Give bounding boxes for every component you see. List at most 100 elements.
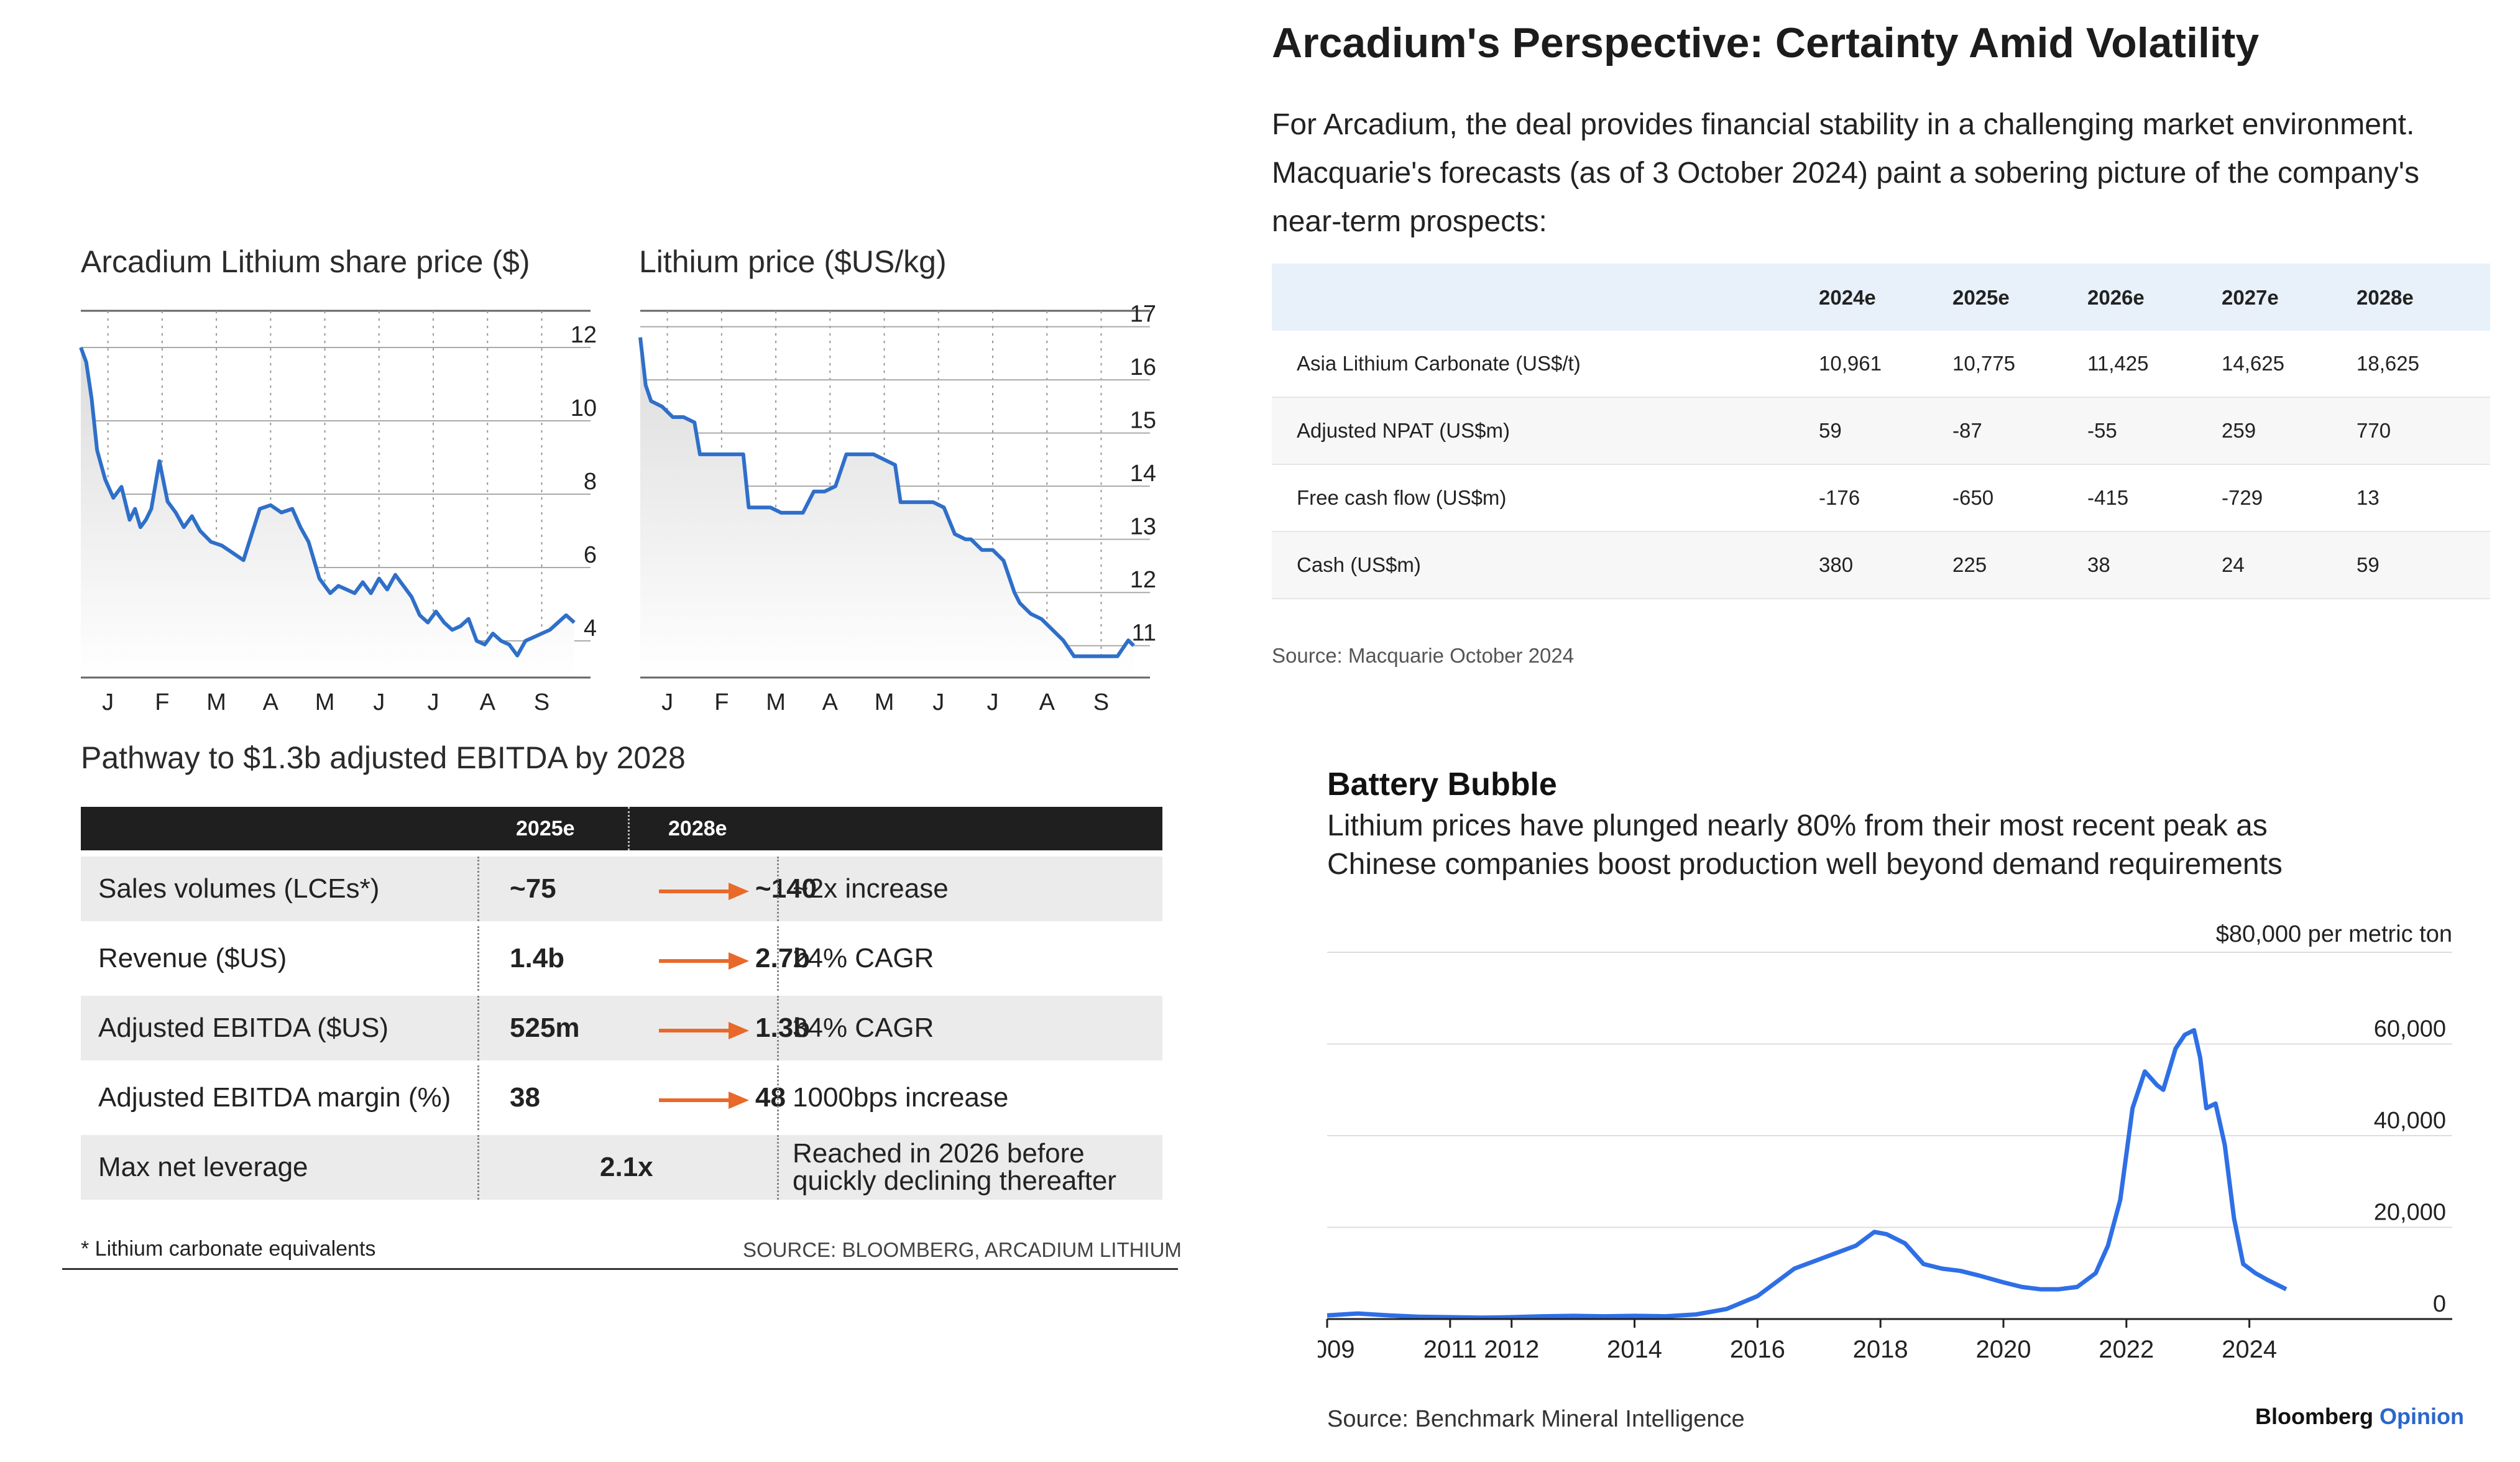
lithium-y-tick-label: 16: [1130, 354, 1156, 380]
share-x-tick-label: M: [315, 689, 335, 715]
pathway-bottom-rule: [62, 1268, 1178, 1270]
value-2028e: 1.3b: [755, 1013, 811, 1043]
battery-bubble-chart: $80,000 per metric ton 0 20,000 40,000 60,00…: [1318, 921, 2452, 1363]
pathway-row: Sales volumes (LCEs*) ~75 ~140 ~2x increase: [81, 857, 1162, 921]
lithium-price-series-line: [1327, 1028, 2288, 1320]
header-2028e: 2028e: [668, 816, 727, 840]
lithium-x-tick-label: J: [987, 689, 999, 715]
table-cell: 59: [1819, 419, 1842, 442]
table-cell: 18,625: [2357, 352, 2419, 375]
share-area: [81, 347, 574, 678]
orange-arrow-icon: [659, 1092, 749, 1109]
header-cell-2024e: 2024e: [1819, 286, 1876, 309]
article-paragraph: For Arcadium, the deal provides financia…: [1272, 101, 2503, 246]
row-label: Max net leverage: [98, 1152, 308, 1182]
leverage-note-line-2: quickly declining thereafter: [793, 1165, 1116, 1196]
share-x-tick-label: A: [263, 689, 279, 715]
row-label: Sales volumes (LCEs*): [98, 873, 380, 904]
row-label: Adjusted EBITDA margin (%): [98, 1082, 451, 1113]
table-cell: 770: [2357, 419, 2391, 442]
brand-name: Bloomberg: [2255, 1404, 2374, 1429]
lithium-x-tick-label: M: [875, 689, 894, 715]
lithium-x-tick-label: M: [766, 689, 786, 715]
arrow-head: [729, 883, 749, 900]
table-cell: 59: [2357, 553, 2380, 576]
lithium-price-chart-title: Lithium price ($US/kg): [639, 244, 947, 279]
header-cell-2025e: 2025e: [1952, 286, 2010, 309]
table-row-label: Cash (US$m): [1297, 553, 1421, 576]
pathway-row: Revenue ($US) 1.4b 2.7b 24% CAGR: [81, 926, 1162, 991]
pathway-title: Pathway to $1.3b adjusted EBITDA by 2028: [81, 740, 686, 775]
share-y-tick-label: 12: [571, 322, 597, 348]
lithium-area: [640, 337, 1134, 678]
orange-arrow-icon: [659, 952, 749, 970]
x-tick-label: 2016: [1730, 1336, 1785, 1363]
x-tick-label: 2020: [1975, 1336, 2031, 1363]
value-2028e: ~140: [755, 873, 817, 904]
paragraph-line-1: For Arcadium, the deal provides financia…: [1272, 108, 2415, 141]
row-note: ~2x increase: [793, 873, 949, 904]
row-note: 24% CAGR: [793, 943, 934, 973]
table-row: Asia Lithium Carbonate (US$/t) 10,961 10,7…: [1272, 331, 2490, 398]
lithium-y-tick-label: 12: [1130, 567, 1156, 593]
lithium-x-tick-label: A: [1039, 689, 1055, 715]
row-divider-left: [477, 1135, 479, 1200]
subtitle-line-1: Lithium prices have plunged nearly 80% f…: [1327, 809, 2268, 842]
battery-bubble-title: Battery Bubble: [1327, 766, 1557, 802]
value-2028e: 48: [755, 1082, 786, 1113]
orange-arrow-icon: [659, 883, 749, 900]
article-heading: Arcadium's Perspective: Certainty Amid V…: [1272, 19, 2260, 67]
share-x-tick-label: M: [206, 689, 226, 715]
leverage-value: 2.1x: [600, 1152, 653, 1182]
pathway-row: Adjusted EBITDA margin (%) 38 48 1000bps in…: [81, 1065, 1162, 1130]
table-cell: 380: [1819, 553, 1854, 576]
row-divider-right: [777, 857, 779, 921]
bloomberg-opinion-logo: Bloomberg Opinion: [2255, 1404, 2464, 1430]
row-divider-right: [777, 996, 779, 1060]
share-y-tick-label: 4: [584, 615, 597, 641]
table-source: Source: Macquarie October 2024: [1272, 644, 1575, 667]
table-row-label: Free cash flow (US$m): [1297, 486, 1507, 509]
arrow-head: [729, 1022, 749, 1039]
share-y-tick-label: 10: [571, 395, 597, 421]
paragraph-line-3: near-term prospects:: [1272, 205, 1547, 238]
table-row-label: Asia Lithium Carbonate (US$/t): [1297, 352, 1581, 375]
x-tick-label: 2018: [1853, 1336, 1908, 1363]
pathway-row: Adjusted EBITDA ($US) 525m 1.3b 34% CAGR: [81, 996, 1162, 1060]
row-label: Revenue ($US): [98, 943, 287, 973]
pathway-table-header: 2025e 2028e: [81, 807, 1162, 850]
row-divider-left: [477, 996, 479, 1060]
table-cell: -729: [2222, 486, 2263, 509]
table-cell: -55: [2087, 419, 2117, 442]
table-cell: -415: [2087, 486, 2129, 509]
value-2028e: 2.7b: [755, 943, 811, 973]
x-tick-label: 2011: [1423, 1336, 1477, 1363]
row-divider-right: [777, 1065, 779, 1130]
row-note: 34% CAGR: [793, 1013, 934, 1043]
brand-accent: Opinion: [2380, 1404, 2464, 1429]
table-cell: -650: [1952, 486, 1994, 509]
table-cell: 10,775: [1952, 352, 2015, 375]
row-divider-left: [477, 926, 479, 991]
row-divider-right: [777, 1135, 779, 1200]
orange-arrow-icon: [659, 1022, 749, 1039]
battery-bubble-subtitle: Lithium prices have plunged nearly 80% f…: [1327, 807, 2283, 884]
lithium-price-chart: 11 12 13 14 15 16 17 J F M A M J J A S: [638, 305, 1156, 715]
y-tick-label: 60,000: [2374, 1016, 2446, 1042]
subtitle-line-2: Chinese companies boost production well …: [1327, 848, 2283, 881]
leverage-note: Reached in 2026 before quickly declining …: [793, 1140, 1116, 1195]
row-note: 1000bps increase: [793, 1082, 1009, 1113]
value-2025e: 38: [510, 1082, 540, 1113]
value-2025e: ~75: [510, 873, 556, 904]
share-y-tick-label: 8: [584, 469, 597, 495]
table-cell: 24: [2222, 553, 2245, 576]
share-series-line: [79, 346, 576, 658]
y-tick-label: 0: [2433, 1291, 2446, 1317]
table-cell: -87: [1952, 419, 1982, 442]
lithium-x-tick-label: J: [932, 689, 944, 715]
header-2025e: 2025e: [516, 816, 575, 840]
x-tick-label: 2009: [1318, 1336, 1354, 1363]
header-cell-2028e: 2028e: [2357, 286, 2414, 309]
x-tick-label: 2014: [1607, 1336, 1662, 1363]
share-price-chart: 4 6 8 10 12 J F M A M J J A S: [79, 310, 597, 715]
